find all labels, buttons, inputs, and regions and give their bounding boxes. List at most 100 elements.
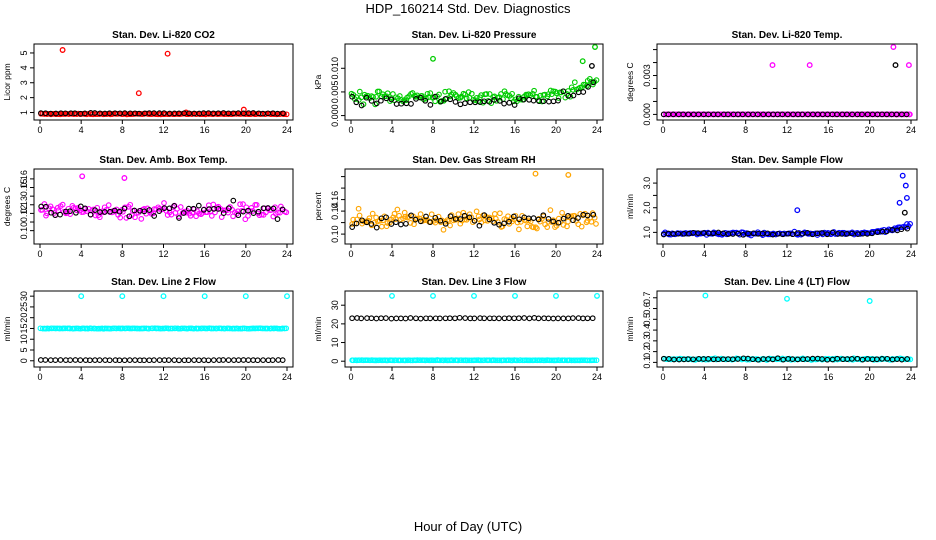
data-point <box>359 217 365 224</box>
x-tick-label: 0 <box>37 125 42 135</box>
data-point <box>545 216 552 222</box>
data-point <box>283 209 290 216</box>
data-point <box>235 208 241 215</box>
data-point <box>580 89 587 95</box>
outlier-point <box>905 62 912 69</box>
data-point <box>497 210 503 217</box>
outlier-point <box>135 90 142 97</box>
data-point <box>349 93 355 100</box>
data-point <box>390 91 396 97</box>
data-point <box>854 355 861 362</box>
data-point <box>191 357 197 363</box>
data-point <box>393 101 400 107</box>
y-tick-label: 0.10 <box>19 222 29 240</box>
data-point <box>755 356 761 363</box>
data-point <box>749 356 756 363</box>
x-tick-label: 24 <box>906 249 916 259</box>
data-point <box>808 111 814 118</box>
y-tick-label: 4 <box>19 65 29 70</box>
data-point <box>437 217 444 224</box>
data-points <box>349 292 600 364</box>
data-point <box>789 356 796 362</box>
data-point <box>417 315 424 322</box>
data-point <box>566 357 573 364</box>
data-point <box>231 357 237 363</box>
data-point <box>516 226 522 233</box>
outlier-point <box>471 292 477 299</box>
data-point <box>907 111 913 118</box>
data-point <box>151 110 157 116</box>
y-tick-label: 0.000 <box>330 104 340 127</box>
data-point <box>92 357 98 363</box>
data-point <box>903 111 910 118</box>
data-point <box>171 357 178 363</box>
data-point <box>121 110 128 116</box>
data-point <box>281 111 287 118</box>
data-point <box>62 110 69 117</box>
data-point <box>417 218 424 225</box>
data-point <box>403 220 409 227</box>
x-tick-label: 24 <box>282 372 292 382</box>
data-point <box>540 212 547 219</box>
data-point <box>391 210 398 217</box>
data-point <box>205 357 212 364</box>
data-point <box>59 201 66 208</box>
data-point <box>210 357 217 363</box>
data-point <box>271 111 278 118</box>
y-tick-label: 3.0 <box>642 177 652 190</box>
data-point <box>47 357 54 363</box>
data-point <box>898 226 905 233</box>
data-point <box>571 79 578 86</box>
x-tick-label: 12 <box>158 249 168 259</box>
y-tick-label: 0.16 <box>19 170 29 188</box>
data-point <box>378 223 385 230</box>
chart-panel-7: Stan. Dev. Line 2 Flow ml/min 0 4 8 12 16 20 24 0… <box>2 277 294 382</box>
data-point <box>220 210 227 216</box>
data-point <box>363 94 370 101</box>
data-point <box>570 87 576 93</box>
data-point <box>279 325 286 332</box>
data-point <box>496 315 502 322</box>
data-point <box>68 110 74 117</box>
data-point <box>494 357 501 364</box>
y-tick-label: 0.2 <box>642 345 652 358</box>
y-tick-label: 0.10 <box>330 225 340 243</box>
y-tick-label: 5 <box>19 50 29 55</box>
data-point <box>560 315 567 322</box>
data-point <box>799 111 806 118</box>
outlier-point <box>806 62 813 69</box>
data-point <box>376 88 383 95</box>
data-point <box>417 211 424 217</box>
y-tick-label: 0.13 <box>19 196 29 214</box>
x-tick-label: 12 <box>158 372 168 382</box>
data-point <box>437 98 444 105</box>
data-point <box>466 214 473 221</box>
data-point <box>844 111 850 118</box>
data-point <box>565 315 572 322</box>
y-tick-label: 0.12 <box>19 205 29 223</box>
data-point <box>537 357 544 364</box>
x-tick-label: 16 <box>823 249 833 259</box>
data-point <box>560 88 567 95</box>
x-tick-label: 8 <box>430 372 435 382</box>
data-point <box>49 325 55 332</box>
outlier-point <box>565 171 572 178</box>
data-point <box>378 97 384 104</box>
data-point <box>685 111 692 118</box>
outlier-point <box>430 55 436 62</box>
data-point <box>670 111 677 118</box>
data-point <box>819 356 825 362</box>
data-point <box>705 356 712 362</box>
data-point <box>116 357 123 364</box>
data-point <box>117 214 124 221</box>
data-point <box>565 88 571 94</box>
data-point <box>42 357 49 363</box>
x-tick-label: 12 <box>469 372 479 382</box>
data-point <box>398 315 404 322</box>
chart-panel-2: Stan. Dev. Li-820 Pressure kPa 0 4 8 12 16 20 24… <box>313 30 604 135</box>
data-point <box>462 100 468 107</box>
data-point <box>493 357 499 364</box>
data-point <box>784 111 791 118</box>
data-point <box>195 325 202 332</box>
x-tick-label: 24 <box>906 125 916 135</box>
